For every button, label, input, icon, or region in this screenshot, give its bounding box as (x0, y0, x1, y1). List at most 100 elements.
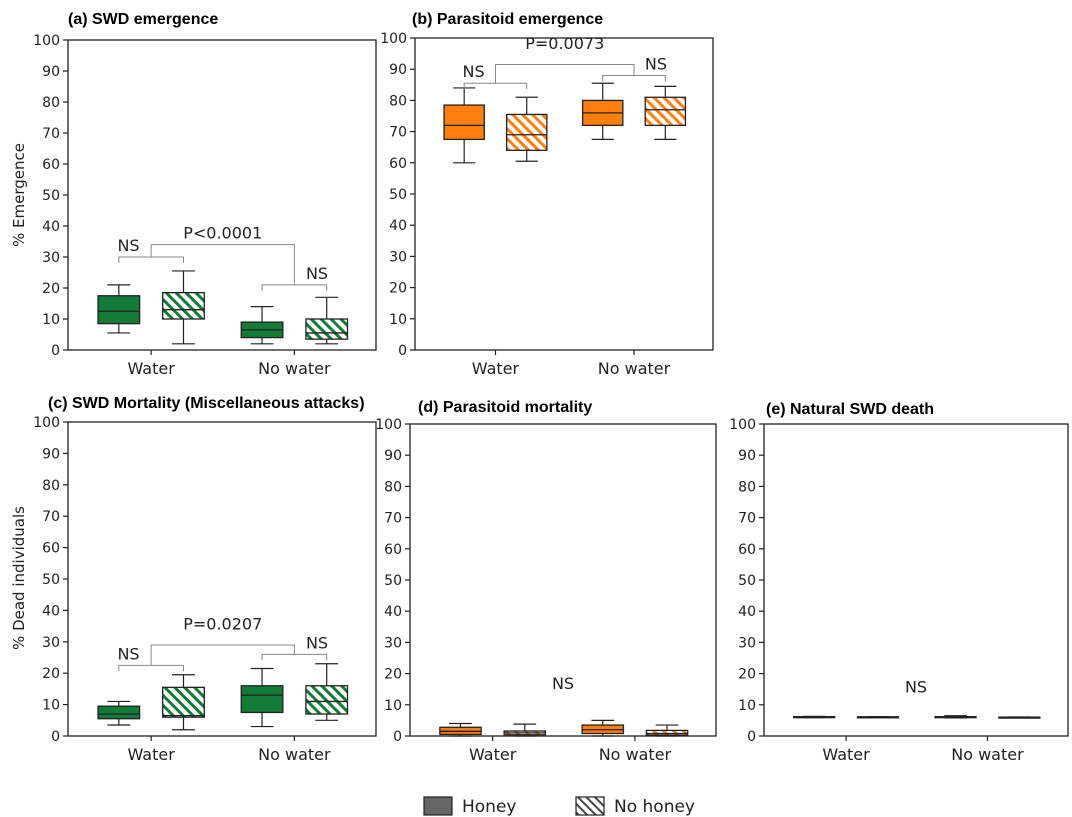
box-honey-no-water (581, 719, 625, 737)
y-tick-label: 20 (42, 666, 60, 682)
box-iqr (645, 729, 689, 736)
box-nohoney-no-water (305, 663, 349, 721)
box-honey-water (97, 700, 141, 726)
y-tick-label: 10 (384, 698, 402, 714)
box-nohoney-water (162, 674, 205, 731)
significance-annotation: NS (462, 62, 528, 90)
box-honey-water (97, 284, 141, 334)
box-honey-no-water (240, 667, 284, 728)
box-iqr (443, 104, 485, 141)
annotation-label: P=0.0073 (525, 34, 604, 53)
panel-a: (a) SWD emergence 0 10 20 30 40 50 60 70 80 90 100 W… (33, 11, 377, 378)
significance-annotation: NS (261, 633, 328, 661)
annotation-label: NS (905, 677, 927, 696)
y-tick-label: 0 (747, 729, 756, 745)
significance-annotation: NS (905, 677, 927, 696)
y-tick-label: 20 (389, 281, 407, 297)
box-nohoney-no-water (998, 716, 1041, 719)
box-honey-no-water (240, 306, 284, 345)
bracket (602, 74, 666, 82)
bracket (150, 644, 295, 666)
significance-annotation: NS (552, 674, 574, 693)
y-tick-label: 50 (738, 573, 756, 589)
y-tick-label: 10 (389, 312, 407, 328)
y-tick-label: 40 (42, 219, 60, 235)
y-tick-label: 50 (384, 573, 402, 589)
x-category-label: No water (258, 359, 331, 378)
bracket (261, 284, 328, 291)
y-tick-label: 80 (738, 479, 756, 495)
box-iqr (240, 685, 284, 714)
y-tick-label: 100 (380, 31, 407, 47)
significance-annotation: NS (117, 644, 184, 672)
box-nohoney-water (505, 96, 548, 162)
y-tick-label: 80 (42, 478, 60, 494)
y-axis-label-top: % Emergence (10, 143, 28, 247)
significance-annotation: NS (117, 236, 184, 263)
annotation-label: NS (645, 54, 667, 73)
annotation-label: P=0.0207 (183, 615, 262, 634)
y-tick-label: 30 (42, 250, 60, 266)
significance-annotation: P=0.0207 (150, 615, 295, 666)
y-tick-label: 60 (389, 156, 407, 172)
x-category-label: Water (128, 359, 176, 378)
y-tick-label: 80 (42, 95, 60, 111)
bracket (261, 653, 328, 661)
y-axis-label-bottom: % Dead individuals (10, 506, 28, 650)
significance-annotation: P=0.0073 (494, 34, 635, 84)
y-tick-label: 80 (384, 479, 402, 495)
y-tick-label: 60 (738, 542, 756, 558)
bracket (118, 664, 184, 672)
annotation-label: NS (117, 644, 139, 663)
x-category-label: Water (472, 359, 520, 378)
y-tick-label: 90 (738, 448, 756, 464)
y-tick-label: 50 (42, 572, 60, 588)
significance-annotation: NS (602, 54, 667, 82)
y-tick-label: 70 (389, 125, 407, 141)
x-category-label: Water (469, 745, 517, 764)
y-tick-label: 40 (384, 604, 402, 620)
y-tick-label: 60 (42, 157, 60, 173)
box-iqr (644, 96, 687, 127)
y-tick-label: 30 (384, 635, 402, 651)
y-tick-label: 0 (398, 343, 407, 359)
y-tick-label: 50 (389, 187, 407, 203)
y-tick-label: 0 (51, 343, 60, 359)
x-category-label: Water (128, 745, 176, 764)
y-tick-label: 90 (389, 62, 407, 78)
y-tick-label: 10 (42, 312, 60, 328)
y-tick-label: 0 (393, 729, 402, 745)
bracket (150, 244, 295, 285)
panel-title: (b) Parasitoid emergence (412, 11, 603, 28)
box-honey-no-water (581, 82, 624, 140)
box-honey-water (792, 715, 836, 719)
y-tick-label: 10 (42, 698, 60, 714)
y-tick-label: 60 (384, 542, 402, 558)
y-tick-label: 40 (42, 603, 60, 619)
box-iqr (505, 113, 548, 151)
box-iqr (305, 318, 349, 340)
annotation-label: P<0.0001 (183, 224, 262, 243)
box-iqr (97, 295, 141, 325)
box-iqr (162, 686, 205, 718)
panel-e: (e) Natural SWD death 0 10 20 30 40 50 60 70 80 90… (729, 401, 1069, 764)
box-nohoney-water (503, 723, 547, 737)
box-nohoney-no-water (305, 296, 349, 345)
box-nohoney-no-water (645, 724, 689, 737)
plot-frame (414, 37, 714, 351)
box-honey-water (439, 722, 482, 737)
box-nohoney-water (856, 716, 900, 719)
y-tick-label: 30 (42, 635, 60, 651)
y-tick-label: 80 (389, 93, 407, 109)
significance-annotation: NS (261, 264, 328, 291)
significance-annotation: P<0.0001 (150, 224, 295, 285)
annotation-label: NS (117, 236, 139, 255)
y-tick-label: 90 (384, 448, 402, 464)
legend-swatch-honey (423, 796, 453, 816)
y-tick-label: 70 (384, 511, 402, 527)
panel-title: (e) Natural SWD death (766, 401, 934, 418)
y-tick-label: 50 (42, 188, 60, 204)
x-category-label: Water (822, 745, 870, 764)
panel-title: (c) SWD Mortality (Miscellaneous attacks… (48, 395, 365, 412)
